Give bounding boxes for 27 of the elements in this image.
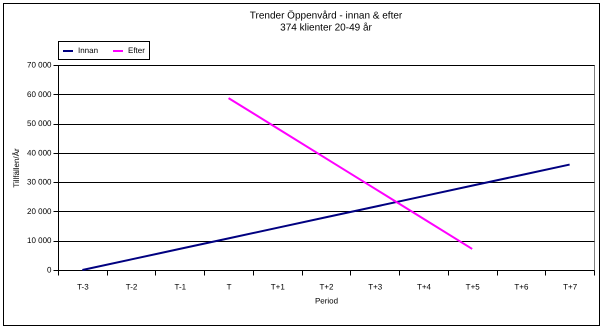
x-tick-label: T-3 <box>77 282 90 292</box>
x-tick-label: T+1 <box>270 282 286 292</box>
x-axis-title: Period <box>314 296 338 306</box>
chart-subtitle: 374 klienter 20-49 år <box>280 22 373 34</box>
legend-label: Efter <box>128 46 146 55</box>
chart-title: Trender Öppenvård - innan & efter <box>250 10 403 22</box>
x-tick-label: T+5 <box>466 282 480 292</box>
line-series <box>81 164 571 271</box>
line-series <box>228 97 474 250</box>
y-tick-label: 10 000 <box>27 236 52 246</box>
legend-label: Innan <box>78 46 98 55</box>
x-tick-label: T+2 <box>319 282 334 292</box>
x-tick-label: T-2 <box>126 282 138 292</box>
x-tick-label: T-1 <box>174 282 187 292</box>
x-tick-label: T+4 <box>416 282 432 292</box>
y-tick-label: 60 000 <box>27 90 52 99</box>
y-tick-label: 70 000 <box>27 60 52 70</box>
x-tick-label: T+3 <box>368 282 383 292</box>
y-tick-label: 20 000 <box>27 206 52 216</box>
y-tick-label: 40 000 <box>27 148 52 158</box>
x-tick-label: T <box>226 282 232 292</box>
y-axis-title: Tillfällen/År <box>12 148 22 188</box>
y-tick-label: 30 000 <box>27 178 52 187</box>
y-tick-label: 0 <box>47 266 52 274</box>
x-tick-label: T+6 <box>514 282 529 292</box>
x-tick-label: T+7 <box>563 282 578 292</box>
y-tick-label: 50 000 <box>27 119 52 128</box>
